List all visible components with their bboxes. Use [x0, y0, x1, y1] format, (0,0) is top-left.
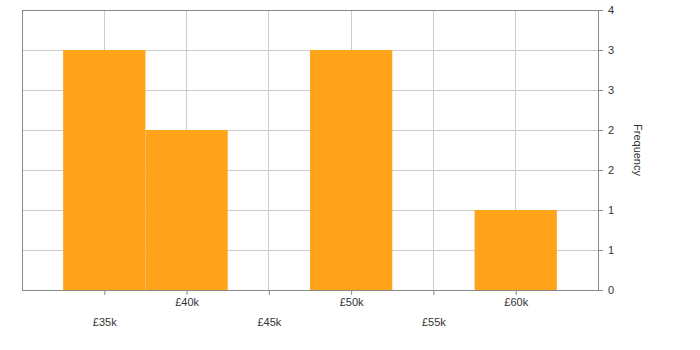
- y-tick: 0: [598, 284, 614, 296]
- bars: [63, 50, 557, 290]
- x-axis: £35k £40k £45k £50k £55k £60k: [23, 290, 599, 328]
- x-tick-label: £50k: [340, 296, 364, 308]
- y-axis: 0 1 1 2 2 3 3 4: [598, 4, 614, 296]
- x-tick-mark: [433, 290, 434, 295]
- y-tick: 3: [598, 84, 614, 96]
- chart-svg: £35k £40k £45k £50k £55k £60k 0 1 1 2 2 3 3 4 Frequenc…: [0, 0, 700, 350]
- x-tick-label: £55k: [422, 316, 446, 328]
- y-tick-mark: [598, 50, 603, 51]
- y-tick-label: 2: [608, 164, 614, 176]
- x-tick-mark: [269, 290, 270, 295]
- y-tick: 1: [598, 244, 614, 256]
- y-tick-mark: [598, 10, 603, 11]
- y-tick-mark: [598, 90, 603, 91]
- x-grid-line: [268, 10, 269, 290]
- x-tick: £50k: [340, 290, 364, 308]
- y-tick-label: 2: [608, 124, 614, 136]
- histogram-bar: [63, 50, 145, 290]
- x-tick-mark: [516, 290, 517, 295]
- y-tick-label: 3: [608, 84, 614, 96]
- grid: [22, 10, 598, 290]
- y-tick-label: 1: [608, 204, 614, 216]
- x-tick: £35k: [93, 290, 117, 328]
- x-tick-label: £45k: [257, 316, 281, 328]
- y-axis-title: Frequency: [632, 124, 644, 176]
- x-tick-label: £60k: [504, 296, 528, 308]
- y-tick-mark: [598, 130, 603, 131]
- x-tick-mark: [187, 290, 188, 295]
- x-tick-label: £35k: [93, 316, 117, 328]
- x-tick: £40k: [175, 290, 199, 308]
- y-tick: 3: [598, 44, 614, 56]
- y-tick-mark: [598, 170, 603, 171]
- y-tick-label: 1: [608, 244, 614, 256]
- y-axis-line: [598, 11, 599, 291]
- y-tick-mark: [598, 290, 603, 291]
- x-tick: £55k: [422, 290, 446, 328]
- x-tick: £60k: [504, 290, 528, 308]
- x-tick-mark: [104, 290, 105, 295]
- chart-container: £35k £40k £45k £50k £55k £60k 0 1 1 2 2 3 3 4 Frequenc…: [0, 0, 700, 350]
- y-tick-mark: [598, 250, 603, 251]
- y-tick-label: 4: [608, 4, 614, 16]
- y-tick: 2: [598, 164, 614, 176]
- x-grid-line: [433, 10, 434, 290]
- y-tick-label: 3: [608, 44, 614, 56]
- y-tick-label: 0: [608, 284, 614, 296]
- histogram-bar: [145, 130, 227, 290]
- y-tick: 4: [598, 4, 614, 16]
- x-tick-mark: [351, 290, 352, 295]
- x-tick-label: £40k: [175, 296, 199, 308]
- x-axis-line: [23, 290, 599, 291]
- histogram-bar: [475, 210, 557, 290]
- plot-frame: [22, 10, 598, 290]
- y-tick: 2: [598, 124, 614, 136]
- y-tick: 1: [598, 204, 614, 216]
- y-tick-mark: [598, 210, 603, 211]
- histogram-bar: [310, 50, 392, 290]
- x-tick: £45k: [257, 290, 281, 328]
